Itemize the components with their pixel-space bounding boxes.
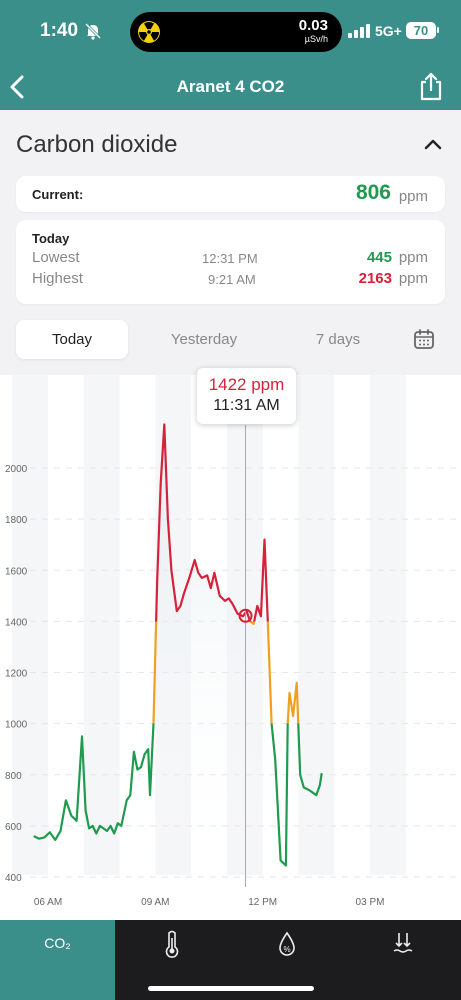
section-title: Carbon dioxide: [16, 131, 178, 158]
chart-hour-band: [83, 375, 120, 875]
y-tick-label: 1000: [5, 720, 28, 731]
status-time: 1:40: [40, 20, 79, 41]
dynamic-island[interactable]: 0.03 µSv/h: [130, 12, 342, 52]
lowest-time: 12:31 PM: [202, 251, 258, 266]
chart-tooltip: 1422 ppm 11:31 AM: [197, 368, 296, 424]
y-tick-label: 1200: [5, 669, 28, 680]
highest-label: Highest: [32, 270, 83, 287]
today-title: Today: [32, 231, 70, 246]
chart-cursor-marker[interactable]: [238, 608, 253, 623]
battery-nub: [437, 27, 439, 33]
tooltip-value: 1422 ppm: [208, 375, 285, 394]
today-summary-card: Today Lowest 12:31 PM 445 ppm Highest 9:…: [16, 220, 445, 304]
tab-7-days[interactable]: 7 days: [315, 331, 361, 348]
svg-text:%: %: [283, 945, 290, 954]
chart-hour-band: [370, 375, 406, 875]
tab-today[interactable]: Today: [16, 320, 128, 359]
lowest-label: Lowest: [32, 249, 80, 266]
home-indicator[interactable]: [148, 986, 314, 991]
co2-series-line: [33, 423, 323, 867]
bell-slash-icon: [84, 22, 102, 40]
x-tick-label: 12 PM: [248, 897, 277, 908]
tab-humidity[interactable]: %: [230, 920, 345, 1000]
y-tick-label: 1400: [5, 617, 28, 628]
tab-co2[interactable]: CO₂: [0, 920, 115, 1000]
co2-chart[interactable]: 400 600 800 1000 1200 1400 1600 1800 2000 06 AM 0…: [0, 375, 461, 920]
status-bar: 1:40 0.03 µSv/h 5G+ 70: [0, 0, 461, 62]
y-tick-label: 600: [5, 822, 22, 833]
battery-icon: 70: [406, 22, 436, 39]
highest-unit: ppm: [398, 270, 428, 287]
y-tick-label: 800: [5, 771, 22, 782]
x-tick-label: 09 AM: [141, 897, 169, 908]
highest-time: 9:21 AM: [208, 272, 256, 287]
co2-area-fill: [33, 424, 322, 877]
x-tick-label: 03 PM: [356, 897, 385, 908]
pressure-icon: [393, 933, 413, 953]
tooltip-time: 11:31 AM: [213, 397, 280, 414]
network-type: 5G+: [375, 23, 402, 39]
nav-title: Aranet 4 CO2: [176, 77, 285, 96]
current-unit: ppm: [398, 188, 428, 205]
chevron-left-icon[interactable]: [6, 72, 30, 102]
y-tick-label: 1800: [5, 515, 28, 526]
radiation-icon: [138, 21, 160, 43]
lowest-unit: ppm: [398, 249, 428, 266]
tab-pressure[interactable]: [345, 920, 460, 1000]
calendar-icon[interactable]: [413, 328, 435, 350]
dose-readout: 0.03 µSv/h: [298, 17, 328, 45]
chevron-up-icon[interactable]: [422, 136, 444, 152]
tab-yesterday[interactable]: Yesterday: [170, 331, 238, 348]
current-label: Current:: [32, 187, 84, 202]
y-tick-label: 1600: [5, 566, 28, 577]
y-tick-label: 400: [5, 873, 22, 884]
tab-temperature[interactable]: [115, 920, 230, 1000]
chart-hour-band: [12, 375, 49, 875]
dose-value: 0.03: [298, 17, 328, 34]
current-value: 806: [355, 181, 391, 204]
humidity-drop-icon: %: [279, 931, 295, 956]
chart-area[interactable]: 400 600 800 1000 1200 1400 1600 1800 2000 06 AM 0…: [0, 375, 461, 920]
y-tick-label: 2000: [5, 464, 28, 475]
current-card: Current: 806 ppm: [16, 176, 445, 212]
dose-unit: µSv/h: [304, 34, 328, 44]
lowest-value: 445: [366, 249, 392, 266]
cellular-signal-icon: [348, 24, 370, 38]
highest-value: 2163: [358, 270, 392, 287]
share-icon[interactable]: [418, 72, 444, 102]
period-tabs: Today Yesterday 7 days: [16, 320, 445, 360]
co2-tab-label: CO₂: [44, 935, 71, 951]
x-tick-label: 06 AM: [34, 897, 62, 908]
thermometer-icon: [165, 930, 179, 958]
